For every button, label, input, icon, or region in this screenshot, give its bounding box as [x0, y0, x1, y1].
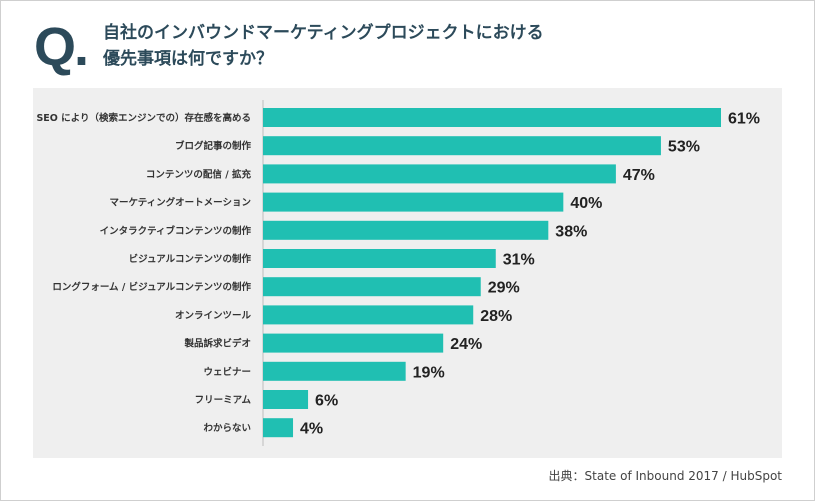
bar: [263, 390, 309, 409]
value-label: 29%: [488, 280, 520, 297]
value-label: 6%: [315, 393, 338, 410]
bar: [263, 277, 481, 297]
bar: [263, 136, 661, 156]
value-label: 28%: [480, 308, 512, 325]
bar: [263, 305, 474, 325]
category-label: SEO により（検索エンジンでの）存在感を高める: [36, 112, 251, 124]
bar: [263, 192, 564, 212]
category-label: 製品訴求ビデオ: [183, 338, 251, 350]
bar: [263, 333, 444, 353]
source-caption: 出典：State of Inbound 2017 / HubSpot: [548, 469, 782, 483]
question-title-line1: 自社のインバウンドマーケティングプロジェクトにおける: [103, 23, 544, 43]
category-label: インタラクティブコンテンツの制作: [100, 225, 252, 237]
value-label: 40%: [570, 195, 602, 212]
value-label: 4%: [300, 421, 323, 438]
bar: [263, 220, 549, 240]
category-label: ビジュアルコンテンツの制作: [129, 253, 252, 265]
category-label: フリーミアム: [195, 395, 252, 406]
question-mark: Q.: [34, 17, 89, 77]
bar: [263, 361, 406, 381]
bar: [263, 108, 721, 127]
value-label: 19%: [413, 364, 445, 381]
value-label: 53%: [668, 139, 700, 156]
bar: [263, 418, 294, 438]
value-label: 61%: [728, 111, 760, 128]
bar: [263, 164, 616, 184]
bar: [263, 249, 496, 268]
value-label: 38%: [555, 223, 587, 240]
question-title: 自社のインバウンドマーケティングプロジェクトにおける 優先事項は何ですか？: [103, 20, 544, 72]
category-label: オンラインツール: [175, 310, 252, 321]
category-label: ロングフォーム / ビジュアルコンテンツの制作: [52, 281, 251, 293]
value-label: 47%: [623, 167, 655, 184]
category-label: ウェビナー: [203, 366, 251, 378]
value-label: 31%: [503, 252, 535, 269]
value-label: 24%: [450, 336, 482, 353]
category-label: ブログ記事の制作: [175, 140, 252, 152]
category-label: マーケティングオートメーション: [109, 197, 251, 209]
question-title-line2: 優先事項は何ですか？: [103, 49, 273, 69]
category-label: わからない: [203, 423, 251, 434]
category-label: コンテンツの配信 / 拡充: [146, 168, 252, 180]
